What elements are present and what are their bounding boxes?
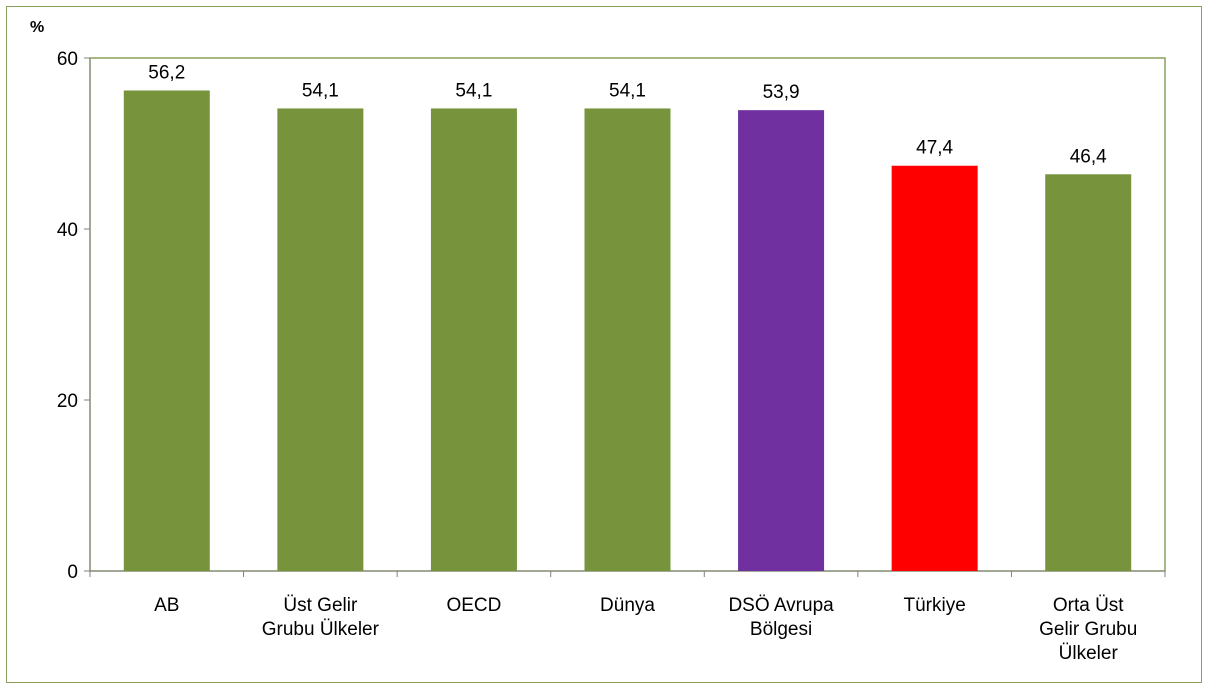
- y-tick-label: 20: [57, 391, 78, 412]
- category-label: Üst Gelir Grubu Ülkeler: [262, 595, 380, 640]
- category-label: Türkiye: [903, 595, 965, 616]
- y-axis: 0 20 40 60: [57, 49, 91, 583]
- bar: [430, 108, 517, 571]
- data-label: 46,4: [1070, 146, 1107, 167]
- data-label: 54,1: [302, 80, 339, 101]
- bar: [1045, 174, 1132, 571]
- data-label: 47,4: [916, 138, 953, 159]
- category-label: OECD: [446, 595, 501, 616]
- category-labels: AB Üst Gelir Grubu Ülkeler OECD Dünya DSÖ Avr…: [154, 595, 1137, 664]
- data-label: 54,1: [609, 80, 646, 101]
- category-label: DSÖ Avrupa Bölgesi: [728, 595, 834, 640]
- y-tick-label: 0: [67, 562, 78, 583]
- bar: [584, 108, 671, 571]
- data-label: 53,9: [763, 82, 800, 103]
- bars: [123, 90, 1132, 572]
- bar: [738, 110, 825, 571]
- value-labels: 56,2 54,1 54,1 54,1 53,9 47,4 46,4: [148, 62, 1107, 167]
- x-axis: [89, 570, 1166, 577]
- y-tick-label: 60: [57, 49, 78, 70]
- y-axis-unit-label: %: [30, 19, 44, 36]
- category-label: AB: [154, 595, 179, 616]
- category-label: Dünya: [600, 595, 655, 616]
- category-label: Orta Üst Gelir Grubu Ülkeler: [1039, 595, 1137, 664]
- bar: [891, 165, 978, 572]
- data-label: 56,2: [148, 62, 185, 83]
- data-label: 54,1: [455, 80, 492, 101]
- bar: [277, 108, 364, 571]
- y-tick-label: 40: [57, 220, 78, 241]
- bar: [123, 90, 210, 572]
